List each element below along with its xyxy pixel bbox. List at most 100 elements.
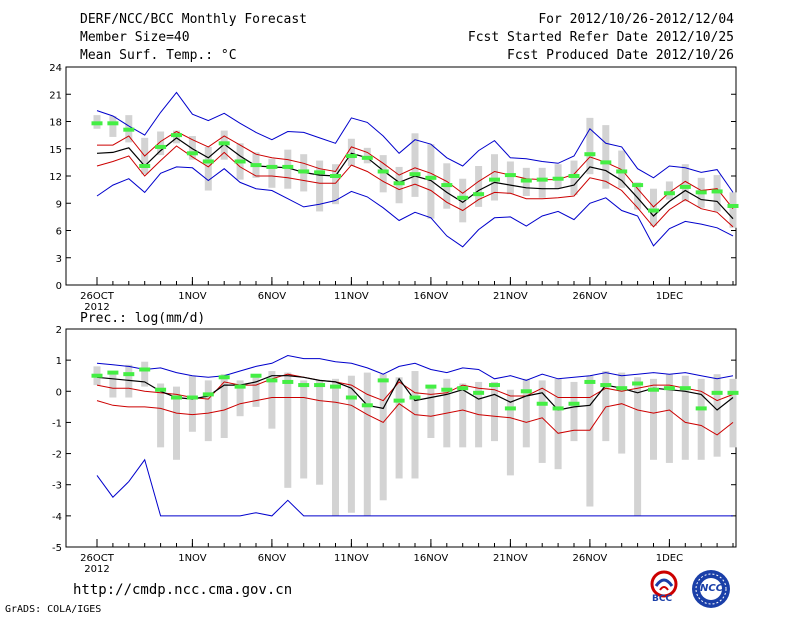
spread-box	[634, 377, 642, 516]
min-line	[96, 458, 733, 517]
spread-box	[602, 371, 610, 442]
median-marker	[727, 390, 739, 395]
median-marker	[314, 383, 326, 388]
spread-box	[395, 377, 403, 479]
median-marker	[330, 174, 341, 178]
median-marker	[409, 395, 421, 400]
median-marker	[345, 395, 357, 400]
x-tick-label: 1DEC	[656, 291, 683, 302]
ncc-logo-text: NCC	[700, 583, 724, 594]
x-tick-label: 26NOV	[573, 291, 608, 302]
median-marker	[186, 151, 198, 156]
spread-box	[332, 378, 339, 516]
spread-box	[522, 378, 530, 448]
spread-box	[236, 380, 244, 417]
spread-box	[157, 131, 165, 156]
median-marker	[711, 390, 723, 395]
lower-line	[96, 145, 734, 228]
y-tick-label: -1	[52, 418, 62, 429]
spread-box	[729, 192, 737, 228]
spread-box	[554, 164, 562, 189]
spread-box	[681, 375, 689, 460]
spread-box	[729, 378, 737, 448]
ncc-logo: NCC	[690, 568, 732, 610]
spread-box	[363, 372, 371, 516]
spread-box	[491, 381, 498, 442]
max-line	[96, 354, 734, 381]
y-tick-label: 15	[49, 145, 62, 156]
median-marker	[139, 367, 151, 372]
x-tick-label: 21NOV	[493, 553, 528, 564]
median-marker	[186, 395, 198, 400]
median-marker	[202, 159, 214, 164]
spread-box	[204, 380, 212, 442]
spread-box	[252, 377, 260, 407]
median-marker	[345, 154, 357, 159]
spread-box	[204, 146, 212, 191]
median-marker	[695, 406, 707, 411]
median-marker	[393, 181, 405, 186]
min-line	[96, 166, 734, 248]
y-tick-label: 1	[56, 356, 62, 367]
median-marker	[218, 375, 230, 380]
x-tick-label: 21NOV	[493, 291, 528, 302]
median-marker	[552, 406, 564, 411]
y-tick-label: -3	[52, 481, 62, 492]
y-tick-label: 3	[56, 254, 62, 265]
y-tick-label: 18	[49, 118, 62, 129]
spread-box	[665, 374, 673, 463]
median-marker	[632, 381, 644, 386]
spread-box	[188, 136, 196, 160]
median-marker	[91, 373, 103, 378]
median-marker	[473, 390, 485, 395]
x-tick-year: 2012	[84, 564, 109, 575]
median-marker	[330, 384, 341, 389]
spread-box	[284, 149, 292, 189]
median-marker	[600, 383, 612, 388]
median-marker	[504, 173, 516, 178]
median-marker	[616, 386, 628, 391]
y-tick-label: 9	[56, 199, 62, 210]
median-marker	[520, 178, 532, 183]
fcst-started: Fcst Started Refer Date 2012/10/25	[467, 30, 734, 45]
median-marker	[441, 387, 453, 392]
y-tick-label: 24	[49, 63, 62, 74]
y-tick-label: 2	[56, 325, 62, 336]
x-tick-label: 16NOV	[414, 291, 449, 302]
spread-box	[411, 133, 419, 197]
prec-chart-title: Prec.: log(mm/d)	[80, 311, 206, 326]
median-marker	[425, 384, 437, 389]
median-marker	[107, 121, 119, 126]
spread-box	[109, 371, 117, 398]
y-tick-label: -4	[52, 512, 62, 523]
y-tick-label: 6	[56, 227, 62, 238]
median-marker	[282, 379, 294, 384]
spread-box	[379, 374, 387, 501]
fcst-produced: Fcst Produced Date 2012/10/26	[507, 48, 734, 63]
spread-box	[475, 166, 483, 207]
median-marker	[377, 169, 389, 174]
spread-box	[411, 371, 419, 479]
median-marker	[648, 208, 659, 213]
spread-box	[268, 371, 276, 429]
spread-box	[284, 372, 292, 488]
median-marker	[536, 177, 548, 182]
median-marker	[504, 406, 516, 411]
footer-url[interactable]: http://cmdp.ncc.cma.gov.cn	[73, 582, 293, 598]
spread-box	[300, 380, 308, 479]
y-tick-label: -5	[52, 543, 62, 554]
spread-box	[347, 138, 355, 167]
spread-box	[506, 161, 514, 195]
spread-box	[650, 378, 657, 460]
median-marker	[663, 191, 675, 196]
median-marker	[409, 172, 421, 177]
median-marker	[457, 195, 469, 200]
spread-box	[332, 164, 339, 205]
y-tick-label: 12	[49, 172, 62, 183]
upper-line	[97, 130, 734, 210]
median-marker	[393, 398, 405, 403]
spread-box	[459, 178, 467, 223]
spread-box	[125, 364, 133, 398]
y-tick-label: 0	[56, 387, 62, 398]
